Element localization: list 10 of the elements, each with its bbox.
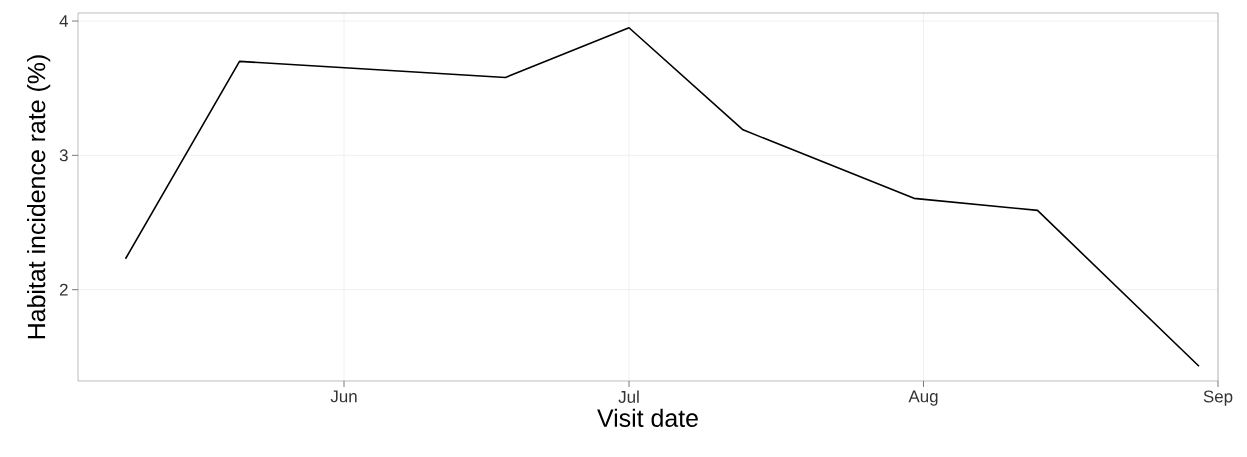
line-series [124, 26, 1200, 368]
x-tick-label: Jul [618, 390, 639, 403]
y-tick-label: 4 [59, 15, 68, 27]
x-tick-label: Jun [330, 390, 357, 403]
x-tick-label: Sep [1203, 390, 1233, 406]
y-tick-label: 3 [59, 149, 68, 162]
y-axis-title: Habitat incidence rate (%) [27, 55, 51, 339]
x-tick-label: Aug [908, 390, 938, 406]
x-axis-title: Visit date [597, 408, 698, 427]
y-tick-label: 2 [59, 283, 68, 296]
